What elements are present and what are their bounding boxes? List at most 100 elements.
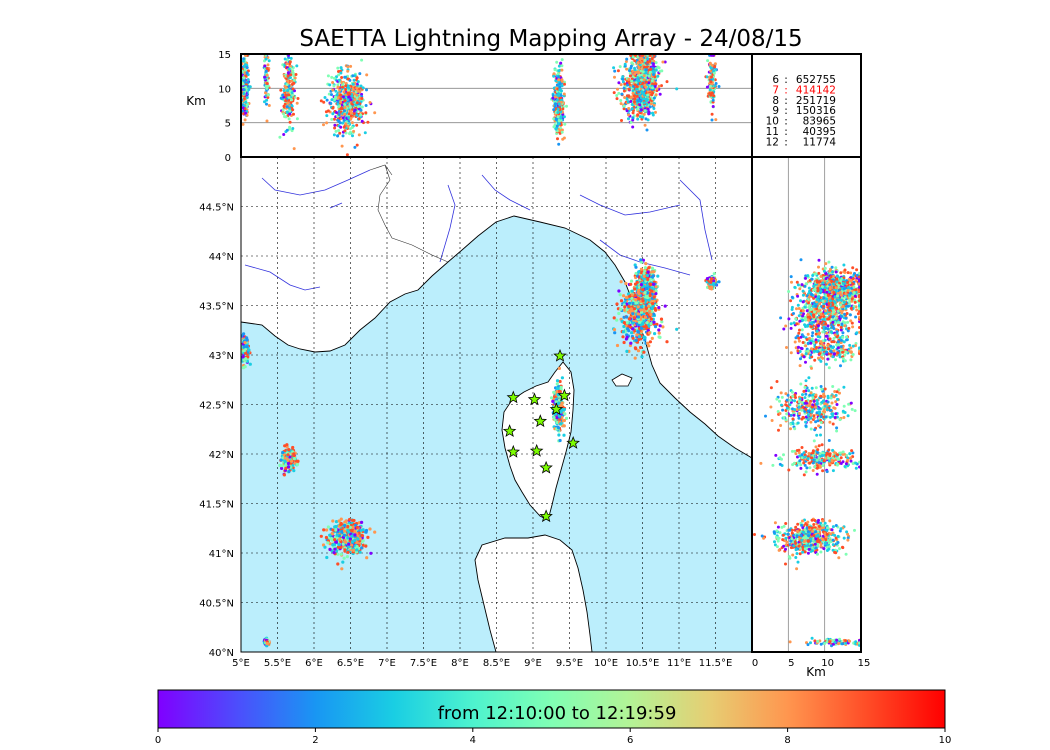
lightning-source-lon-alt xyxy=(366,120,370,124)
lightning-source-map xyxy=(639,283,644,287)
map-y-tick: 43.5°N xyxy=(199,302,234,313)
lightning-source-map xyxy=(635,333,639,337)
lightning-source-lon-alt xyxy=(279,88,283,92)
lma-station-marker xyxy=(502,424,517,438)
lightning-source-map xyxy=(656,274,660,278)
lightning-source-map xyxy=(637,270,641,274)
lightning-source-lon-alt xyxy=(647,81,651,85)
map-y-tick: 42.5°N xyxy=(199,401,234,412)
lightning-source-lon-alt xyxy=(558,85,562,89)
lightning-source-map xyxy=(710,285,714,289)
lightning-source-lon-alt xyxy=(336,66,340,70)
lightning-source-map xyxy=(339,522,343,527)
lightning-source-lon-alt xyxy=(347,116,351,120)
lightning-source-map xyxy=(559,385,563,389)
lightning-source-lon-alt xyxy=(344,122,348,126)
lightning-source-map xyxy=(646,304,651,308)
lightning-source-map xyxy=(332,551,336,555)
lightning-source-map xyxy=(636,330,640,334)
lightning-source-map xyxy=(334,525,338,529)
lightning-source-lon-alt xyxy=(336,134,340,138)
lightning-source-lon-alt xyxy=(288,112,292,116)
map-x-tick: 7°E xyxy=(378,658,396,669)
lightning-source-lon-alt xyxy=(559,116,563,120)
lightning-source-lon-alt xyxy=(246,80,250,84)
lightning-source-map xyxy=(560,408,564,412)
lightning-source-lon-alt xyxy=(337,113,341,116)
lightning-source-lon-alt xyxy=(286,71,290,75)
lightning-source-lon-alt xyxy=(334,111,338,114)
lightning-source-lon-alt xyxy=(292,147,296,151)
lightning-source-map xyxy=(558,438,562,443)
lightning-source-lon-alt xyxy=(657,84,661,88)
lightning-source-lon-alt xyxy=(242,57,246,61)
lightning-source-map xyxy=(336,552,340,556)
lightning-source-lon-alt xyxy=(636,99,640,103)
lightning-source-lon-alt xyxy=(562,92,566,96)
lightning-source-lon-alt xyxy=(290,98,294,102)
lma-station-marker xyxy=(527,392,542,406)
lightning-source-map xyxy=(246,355,250,359)
lightning-source-lon-alt xyxy=(284,99,288,103)
lightning-source-lon-alt xyxy=(634,71,638,74)
lightning-source-map xyxy=(325,555,329,560)
lightning-source-lon-alt xyxy=(245,113,249,117)
lightning-source-map xyxy=(346,524,350,529)
lightning-source-map xyxy=(647,344,651,348)
lightning-source-lon-alt xyxy=(358,72,362,76)
lightning-source-lon-alt xyxy=(243,118,247,122)
lightning-source-lon-alt xyxy=(337,119,341,123)
lightning-source-map xyxy=(552,416,556,420)
map-y-tick-labels: 40°N40.5°N41°N41.5°N42°N42.5°N43°N43.5°N… xyxy=(199,203,234,660)
lightning-source-lon-alt xyxy=(330,93,333,97)
lightning-source-map xyxy=(373,530,377,534)
lightning-source-lon-alt xyxy=(555,60,559,64)
lightning-source-map xyxy=(242,349,246,353)
lightning-source-map xyxy=(281,450,285,455)
lightning-source-lon-alt xyxy=(339,93,343,97)
lightning-source-map xyxy=(286,458,290,462)
lightning-source-map xyxy=(241,355,245,359)
lightning-source-map xyxy=(279,458,283,462)
lightning-source-map xyxy=(292,452,296,456)
lightning-source-map xyxy=(650,289,654,293)
lightning-source-lon-alt xyxy=(333,123,337,127)
lightning-source-lon-alt xyxy=(291,108,295,112)
lightning-source-map xyxy=(661,325,665,329)
lightning-source-lon-alt xyxy=(330,75,334,79)
lightning-source-map xyxy=(346,528,350,533)
lightning-source-map xyxy=(643,266,648,270)
top-panel-lightning-sources xyxy=(241,54,721,157)
lightning-source-lon-alt xyxy=(241,106,245,110)
lightning-source-map xyxy=(365,556,369,560)
lightning-source-lon-alt xyxy=(348,132,351,135)
lightning-source-lon-alt xyxy=(647,112,651,116)
lightning-source-lon-alt xyxy=(560,64,564,68)
lightning-source-lon-alt xyxy=(642,97,646,101)
lightning-source-lon-alt xyxy=(552,125,556,129)
lightning-source-lon-alt xyxy=(282,133,286,136)
lightning-source-map xyxy=(355,548,359,552)
lightning-source-map xyxy=(649,312,653,316)
lightning-source-map xyxy=(557,401,561,405)
lightning-source-map xyxy=(619,307,623,311)
lightning-source-lon-alt xyxy=(288,60,292,64)
lightning-source-map xyxy=(617,311,621,316)
lightning-source-lon-alt xyxy=(332,117,336,121)
lightning-source-map xyxy=(630,331,634,335)
lightning-source-lon-alt xyxy=(241,122,245,126)
map-x-tick: 5.5°E xyxy=(264,658,291,669)
lightning-source-lon-alt xyxy=(652,62,655,66)
lightning-source-lon-alt xyxy=(628,71,632,75)
lightning-source-lon-alt xyxy=(331,112,335,116)
lightning-source-map xyxy=(651,270,655,274)
lightning-source-map xyxy=(639,326,644,330)
lightning-source-lon-alt xyxy=(618,65,622,69)
lightning-source-lon-alt xyxy=(626,100,630,104)
lightning-source-lon-alt xyxy=(615,97,619,101)
lightning-source-map xyxy=(622,324,626,329)
map-x-tick: 11°E xyxy=(667,658,691,669)
lightning-source-lon-alt xyxy=(295,101,299,105)
lightning-source-lon-alt xyxy=(359,113,363,117)
lightning-source-lon-alt xyxy=(341,121,345,125)
